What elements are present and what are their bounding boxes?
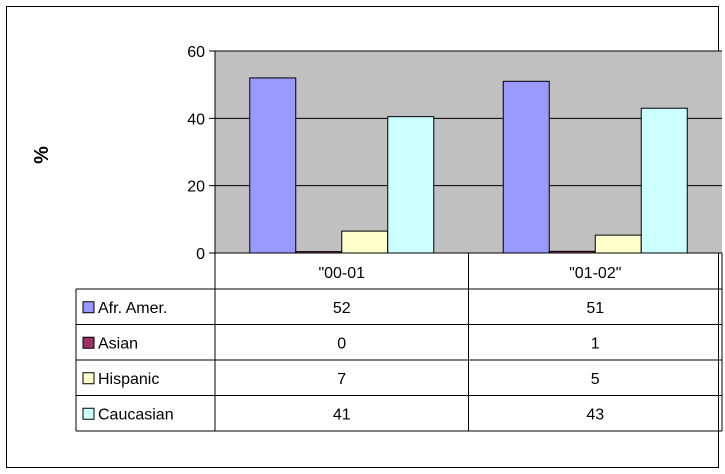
bar-caucasian-1: [640, 107, 688, 254]
bar-hispanic-0: [341, 230, 389, 254]
legend-key-swatch: [82, 407, 95, 420]
data-table-value: 41: [333, 406, 351, 423]
data-table-value: 43: [586, 406, 604, 423]
data-table-value: 1: [591, 335, 600, 352]
data-table-value: 52: [333, 300, 351, 317]
legend-series-name: Afr. Amer.: [98, 300, 167, 317]
plot-area: [215, 51, 722, 253]
data-table-value: 5: [591, 371, 600, 388]
data-table-value: 0: [337, 335, 346, 352]
legend-series-name: Asian: [98, 335, 138, 352]
legend-series-name: Hispanic: [98, 371, 159, 388]
bar-asian-0: [295, 251, 343, 254]
y-tick-label: 20: [187, 179, 205, 196]
category-label: "01-02": [569, 265, 621, 282]
data-table-value: 51: [586, 300, 604, 317]
legend-series-name: Caucasian: [98, 406, 174, 423]
legend-key-swatch: [82, 336, 95, 349]
bar-afr-amer-0: [249, 77, 297, 254]
legend-key-swatch: [82, 301, 95, 314]
bar-asian-1: [548, 250, 596, 254]
y-tick-label: 0: [196, 246, 205, 263]
bar-hispanic-1: [594, 234, 642, 254]
bar-caucasian-0: [387, 116, 435, 254]
category-label: "00-01: [318, 265, 365, 282]
data-table-value: 7: [337, 371, 346, 388]
y-axis-title: %: [31, 146, 53, 164]
bar-afr-amer-1: [502, 80, 550, 254]
legend-key-swatch: [82, 372, 95, 385]
y-tick-label: 40: [187, 111, 205, 128]
y-tick-label: 60: [187, 44, 205, 61]
